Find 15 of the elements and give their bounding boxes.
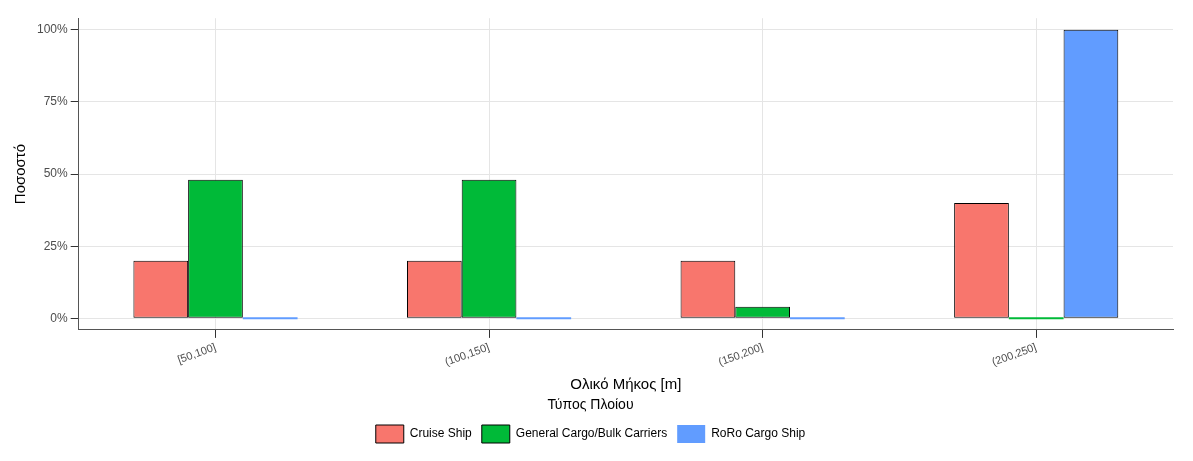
y-tick-label: 50% (43, 166, 69, 181)
y-tick-label: 100% (36, 22, 69, 37)
bar (1008, 317, 1064, 320)
legend-label: Cruise Ship (409, 426, 473, 441)
legend-title: Τύπος Πλοίου (547, 396, 634, 413)
bar (789, 317, 845, 320)
x-axis-title: Ολικό Μήκος [m] (570, 375, 682, 393)
bar (242, 317, 298, 320)
legend-label: RoRo Cargo Ship (711, 426, 806, 441)
legend-label: General Cargo/Bulk Carriers (515, 426, 668, 441)
y-tick-label: 25% (43, 238, 69, 253)
y-tick-label: 0% (50, 310, 69, 325)
y-tick-label: 75% (43, 94, 69, 109)
y-axis-title: Ποσοστό (11, 143, 29, 205)
bar (516, 317, 572, 320)
